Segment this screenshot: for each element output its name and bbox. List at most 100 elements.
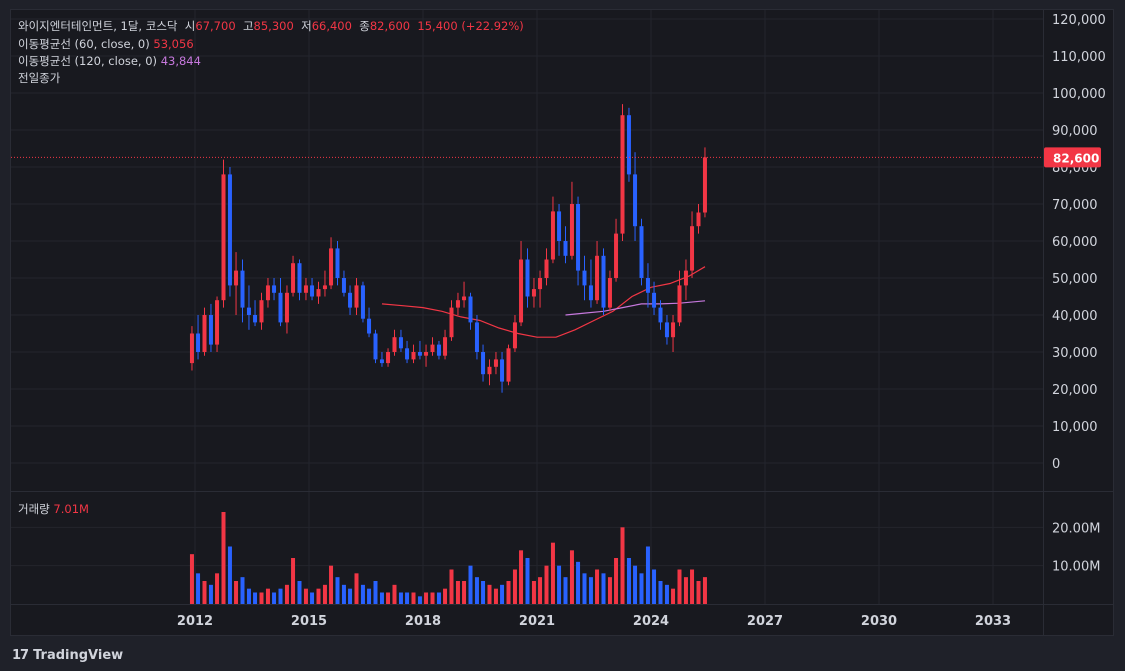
volume-bar bbox=[531, 581, 536, 604]
prev-close-label: 전일종가 bbox=[18, 71, 61, 85]
tradingview-branding[interactable]: 17 TradingView bbox=[12, 645, 123, 665]
candle-body bbox=[576, 204, 581, 271]
volume-axis-label: 20.00M bbox=[1052, 521, 1100, 536]
volume-bar bbox=[614, 558, 619, 604]
volume-bar bbox=[557, 565, 562, 604]
candle-body bbox=[240, 270, 245, 308]
volume-bar bbox=[481, 581, 486, 604]
volume-bar bbox=[246, 588, 251, 604]
time-axis: 2012 2015 2018 2021 2024 2027 2030 2033 bbox=[177, 614, 1011, 629]
volume-bar bbox=[443, 588, 448, 604]
price-axis-label: 50,000 bbox=[1052, 272, 1098, 287]
candle-body bbox=[702, 157, 707, 213]
volume-bar bbox=[253, 592, 258, 604]
last-price-tag: 82,600 bbox=[1044, 147, 1101, 168]
candle-body bbox=[411, 352, 416, 360]
candle-body bbox=[677, 285, 682, 323]
grid-lines bbox=[11, 10, 1043, 604]
high-label: 고 bbox=[242, 19, 254, 33]
volume-bar bbox=[316, 588, 321, 604]
candle-body bbox=[626, 115, 631, 175]
candle-body bbox=[671, 322, 676, 338]
candle-body bbox=[468, 296, 473, 323]
candle-body bbox=[595, 255, 600, 301]
candle-body bbox=[569, 204, 574, 256]
volume-bar bbox=[354, 573, 359, 604]
low-label: 저 bbox=[301, 19, 312, 33]
volume-bar bbox=[506, 581, 511, 604]
ma60-line bbox=[381, 266, 706, 338]
ma120-line bbox=[565, 300, 706, 316]
time-axis-label: 2015 bbox=[291, 614, 327, 629]
volume-bar bbox=[487, 584, 492, 604]
symbol-name[interactable]: 와이지엔터테인먼트, 1달, 코스닥 bbox=[18, 19, 178, 33]
time-axis-label: 2027 bbox=[747, 614, 783, 629]
volume-bar bbox=[683, 577, 688, 604]
candle-body bbox=[398, 337, 403, 349]
candle-body bbox=[417, 352, 422, 356]
volume-legend[interactable]: 거래량 7.01M bbox=[18, 501, 89, 517]
candle-body bbox=[696, 212, 701, 227]
volume-bar bbox=[215, 573, 220, 604]
volume-bar bbox=[424, 592, 429, 604]
candle-body bbox=[430, 344, 435, 352]
volume-bar bbox=[398, 592, 403, 604]
volume-axis-label: 10.00M bbox=[1052, 560, 1100, 575]
candlestick-series bbox=[189, 104, 707, 393]
tradingview-brand: TradingView bbox=[33, 647, 124, 663]
price-axis-label: 0 bbox=[1052, 457, 1060, 472]
volume-value: 7.01M bbox=[53, 502, 89, 516]
candle-body bbox=[500, 359, 505, 382]
candle-body bbox=[291, 263, 296, 293]
candle-body bbox=[341, 278, 346, 293]
ma120-label: 이동평균선 (120, close, 0) bbox=[18, 54, 158, 68]
candle-body bbox=[424, 352, 429, 356]
candle-body bbox=[259, 300, 264, 323]
ma120-value: 43,844 bbox=[160, 54, 201, 68]
candle-body bbox=[582, 270, 587, 286]
candle-body bbox=[449, 307, 454, 338]
candle-body bbox=[531, 289, 536, 297]
volume-bar bbox=[607, 577, 612, 604]
volume-bar bbox=[563, 577, 568, 604]
price-axis-label: 100,000 bbox=[1052, 87, 1106, 102]
price-axis-label: 60,000 bbox=[1052, 235, 1098, 250]
candle-body bbox=[354, 285, 359, 308]
candle-body bbox=[474, 322, 479, 352]
volume-bar bbox=[500, 584, 505, 604]
volume-bar bbox=[208, 584, 213, 604]
time-axis-label: 2033 bbox=[975, 614, 1011, 629]
time-axis-label: 2012 bbox=[177, 614, 213, 629]
candle-body bbox=[405, 348, 410, 360]
volume-bar bbox=[303, 588, 308, 604]
ma120-legend[interactable]: 이동평균선 (120, close, 0) 43,844 bbox=[18, 53, 201, 69]
candle-body bbox=[253, 315, 258, 323]
candle-body bbox=[297, 263, 302, 293]
candle-body bbox=[639, 226, 644, 278]
prev-close-legend[interactable]: 전일종가 bbox=[18, 70, 60, 86]
volume-bar bbox=[405, 592, 410, 604]
volume-bar bbox=[455, 581, 460, 604]
volume-bar bbox=[436, 592, 441, 604]
volume-bar bbox=[462, 581, 467, 604]
volume-bar bbox=[696, 581, 701, 604]
candle-body bbox=[360, 285, 365, 319]
price-axis-label: 70,000 bbox=[1052, 198, 1098, 213]
candle-body bbox=[303, 285, 308, 293]
candle-body bbox=[443, 337, 448, 356]
candle-body bbox=[481, 352, 486, 375]
time-axis-label: 2021 bbox=[519, 614, 555, 629]
candle-body bbox=[335, 248, 340, 278]
candle-body bbox=[493, 359, 498, 367]
candle-body bbox=[525, 259, 530, 297]
time-axis-label: 2030 bbox=[861, 614, 897, 629]
volume-bar bbox=[297, 581, 302, 604]
close-value: 82,600 bbox=[369, 19, 411, 33]
price-axis-label: 30,000 bbox=[1052, 346, 1098, 361]
candle-body bbox=[462, 296, 467, 301]
ma60-legend[interactable]: 이동평균선 (60, close, 0) 53,056 bbox=[18, 36, 194, 52]
candle-body bbox=[189, 333, 194, 364]
volume-bar bbox=[322, 584, 327, 604]
candle-body bbox=[196, 333, 201, 352]
